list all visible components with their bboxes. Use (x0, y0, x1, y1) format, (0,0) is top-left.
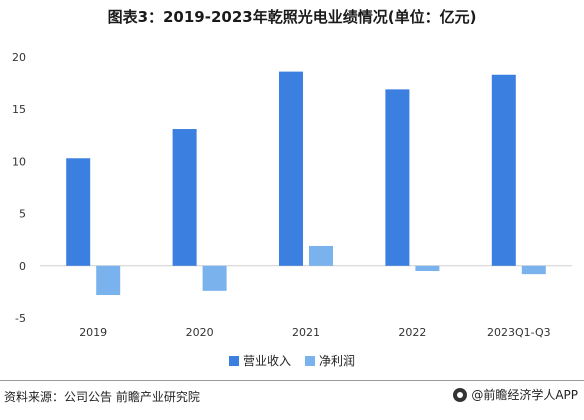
legend-swatch-net-profit (305, 355, 315, 366)
legend-label-net-profit: 净利润 (319, 354, 356, 368)
bar-net-profit-2022 (415, 265, 440, 272)
bar-net-profit-2021 (309, 245, 333, 266)
x-tick-label: 2020 (186, 326, 214, 339)
bar-net-profit-2020 (202, 265, 227, 291)
brand-logo-icon (453, 387, 468, 402)
x-tick-label: 2023Q1-Q3 (487, 326, 551, 339)
bar-revenue-2023Q1-Q3 (491, 74, 516, 266)
bar-revenue-2019 (66, 158, 91, 266)
bar-revenue-2021 (279, 71, 303, 266)
legend-label-revenue: 营业收入 (242, 354, 291, 368)
source-note: 资料来源：公司公告 前瞻产业研究院 (4, 390, 200, 404)
y-tick-label: 0 (19, 260, 26, 273)
legend-item-net-profit: 净利润 (305, 352, 355, 369)
legend-swatch-revenue (228, 355, 239, 366)
bar-revenue-2020 (172, 129, 197, 266)
y-tick-label: 5 (19, 208, 26, 221)
y-tick-label: -5 (15, 312, 26, 325)
brand-label: @前瞻经济学人APP (471, 388, 578, 402)
bar-revenue-2022 (385, 89, 410, 266)
x-tick-label: 2021 (292, 326, 320, 339)
x-tick-label: 2019 (79, 326, 107, 339)
y-tick-label: 20 (12, 51, 26, 64)
bar-chart: -5 0 5 10 15 20 2019 2020 2021 2022 2023Q1-Q3 (12, 51, 572, 339)
footer-divider (0, 380, 584, 381)
bar-net-profit-2023Q1-Q3 (521, 265, 546, 275)
chart-legend: 营业收入 净利润 (0, 352, 584, 369)
chart-title: 图表3：2019-2023年乾照光电业绩情况(单位：亿元) (107, 8, 477, 26)
x-tick-label: 2022 (398, 326, 426, 339)
legend-item-revenue: 营业收入 (228, 352, 291, 369)
brand-credit[interactable]: @前瞻经济学人APP (453, 386, 578, 403)
y-tick-label: 10 (12, 155, 26, 168)
y-tick-label: 15 (12, 103, 26, 116)
bar-net-profit-2019 (96, 265, 121, 296)
